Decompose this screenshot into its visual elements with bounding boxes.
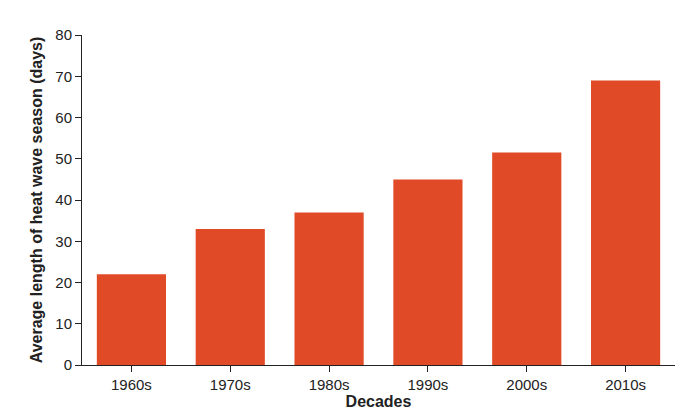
svg-text:50: 50 [55, 150, 72, 167]
svg-text:80: 80 [55, 26, 72, 43]
svg-text:2010s: 2010s [605, 376, 646, 393]
svg-text:1990s: 1990s [407, 376, 448, 393]
svg-text:Decades: Decades [346, 393, 412, 410]
svg-text:1970s: 1970s [210, 376, 251, 393]
svg-text:Average length of heat wave se: Average length of heat wave season (days… [28, 37, 45, 364]
svg-text:2000s: 2000s [506, 376, 547, 393]
svg-text:70: 70 [55, 68, 72, 85]
svg-text:20: 20 [55, 274, 72, 291]
svg-text:40: 40 [55, 191, 72, 208]
svg-text:10: 10 [55, 315, 72, 332]
svg-text:1960s: 1960s [111, 376, 152, 393]
svg-text:30: 30 [55, 233, 72, 250]
svg-text:0: 0 [64, 356, 72, 373]
svg-text:60: 60 [55, 109, 72, 126]
svg-text:1980s: 1980s [309, 376, 350, 393]
